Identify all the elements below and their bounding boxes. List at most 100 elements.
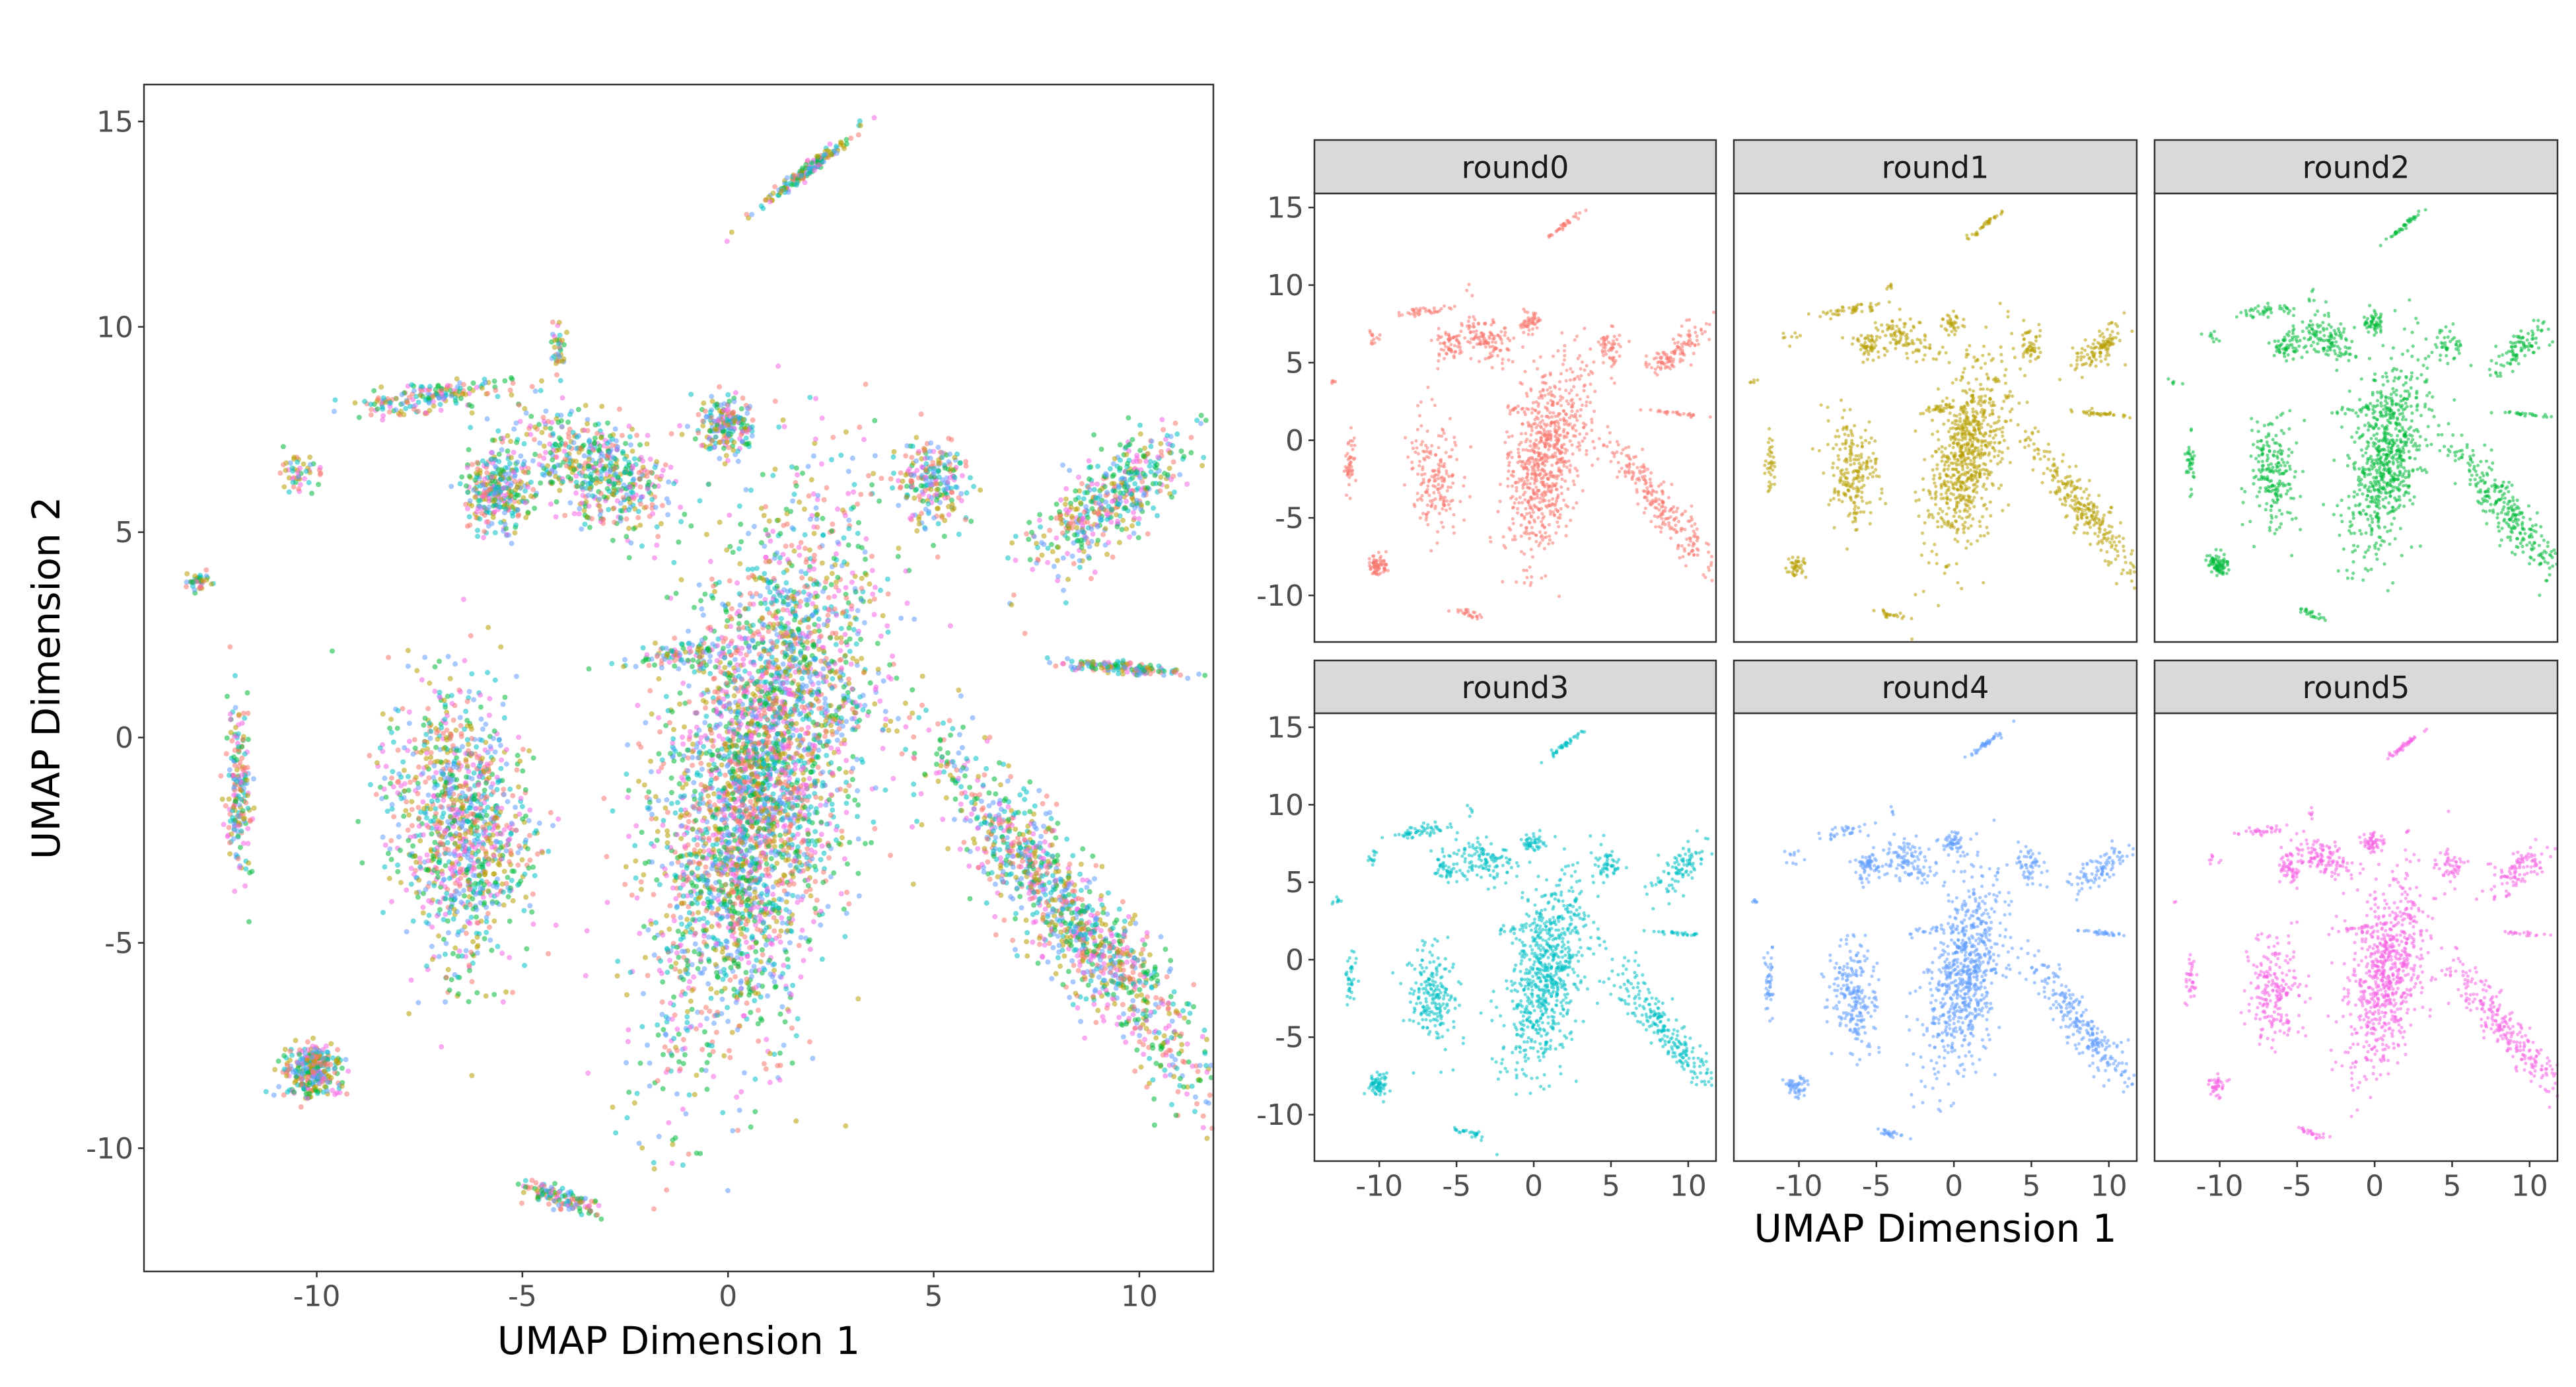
data-point — [810, 453, 816, 459]
data-point — [584, 928, 590, 934]
data-point — [1131, 530, 1137, 536]
data-point — [755, 1007, 761, 1013]
data-point — [1069, 958, 1075, 964]
data-point — [911, 781, 917, 787]
data-point — [846, 901, 852, 907]
data-point — [657, 882, 662, 888]
data-point — [852, 797, 858, 803]
data-point — [702, 591, 708, 597]
data-point — [1198, 421, 1204, 427]
data-point — [781, 962, 787, 968]
data-point — [1049, 976, 1055, 981]
data-point — [856, 893, 862, 899]
data-point — [1042, 839, 1048, 845]
data-point — [554, 372, 559, 378]
data-point — [405, 827, 411, 833]
data-point — [1024, 953, 1030, 959]
data-point — [717, 384, 723, 390]
data-point — [576, 511, 582, 516]
data-point — [1199, 463, 1205, 468]
data-point — [514, 767, 520, 773]
data-point — [710, 641, 715, 647]
data-point — [717, 456, 723, 462]
data-point — [839, 732, 845, 738]
data-point — [243, 866, 249, 872]
data-point — [1168, 993, 1174, 999]
data-point — [1009, 540, 1015, 546]
data-point — [838, 452, 844, 458]
data-point — [698, 957, 703, 963]
data-point — [390, 739, 396, 745]
data-point — [847, 839, 853, 845]
data-point — [1081, 549, 1087, 554]
data-point — [843, 788, 849, 794]
data-point — [1059, 520, 1065, 526]
data-point — [297, 481, 303, 487]
data-point — [637, 442, 643, 448]
data-point — [651, 843, 657, 849]
data-point — [478, 704, 483, 710]
data-point — [469, 979, 475, 985]
data-point — [1014, 953, 1020, 959]
data-point — [783, 507, 789, 513]
data-point — [1030, 919, 1036, 925]
data-point — [654, 877, 660, 883]
data-point — [761, 919, 767, 925]
data-point — [716, 733, 722, 739]
data-point — [935, 505, 941, 511]
data-point — [1151, 1122, 1157, 1128]
data-point — [858, 491, 864, 497]
data-point — [1045, 559, 1051, 565]
data-point — [432, 688, 438, 694]
data-point — [416, 815, 422, 821]
data-point — [403, 808, 409, 814]
data-point — [1003, 862, 1009, 868]
data-point — [838, 142, 843, 148]
data-point — [328, 1041, 334, 1047]
data-point — [705, 793, 711, 799]
data-point — [1060, 981, 1066, 987]
data-point — [911, 734, 917, 740]
data-point — [644, 795, 650, 800]
data-point — [433, 769, 439, 775]
data-point — [819, 560, 825, 566]
data-point — [739, 899, 745, 905]
data-point — [1132, 481, 1138, 487]
data-point — [789, 869, 795, 874]
data-point — [466, 689, 472, 695]
data-point — [567, 411, 573, 417]
data-point — [928, 487, 934, 493]
data-point — [1013, 911, 1019, 917]
data-point — [1010, 937, 1016, 943]
data-point — [579, 526, 585, 532]
data-point — [843, 429, 849, 435]
data-point — [1005, 555, 1011, 561]
data-point — [468, 633, 474, 639]
data-point — [470, 762, 476, 768]
data-point — [818, 633, 824, 639]
data-point — [409, 799, 415, 804]
data-point — [1120, 1002, 1126, 1007]
data-point — [1091, 1001, 1097, 1007]
data-point — [736, 621, 742, 627]
data-point — [469, 410, 475, 416]
data-point — [987, 876, 993, 882]
data-point — [432, 785, 437, 791]
data-point — [400, 706, 406, 712]
data-point — [458, 900, 464, 906]
data-point — [783, 949, 789, 955]
data-point — [417, 855, 423, 861]
data-point — [218, 773, 224, 779]
data-point — [516, 734, 522, 740]
data-point — [706, 836, 712, 841]
data-point — [1120, 967, 1126, 973]
data-point — [1113, 985, 1119, 991]
data-point — [1055, 853, 1061, 859]
data-point — [513, 828, 519, 834]
data-point — [775, 363, 781, 369]
data-point — [642, 861, 648, 866]
data-point — [575, 407, 581, 412]
data-point — [834, 635, 840, 641]
data-point — [532, 437, 538, 443]
data-point — [806, 793, 812, 799]
